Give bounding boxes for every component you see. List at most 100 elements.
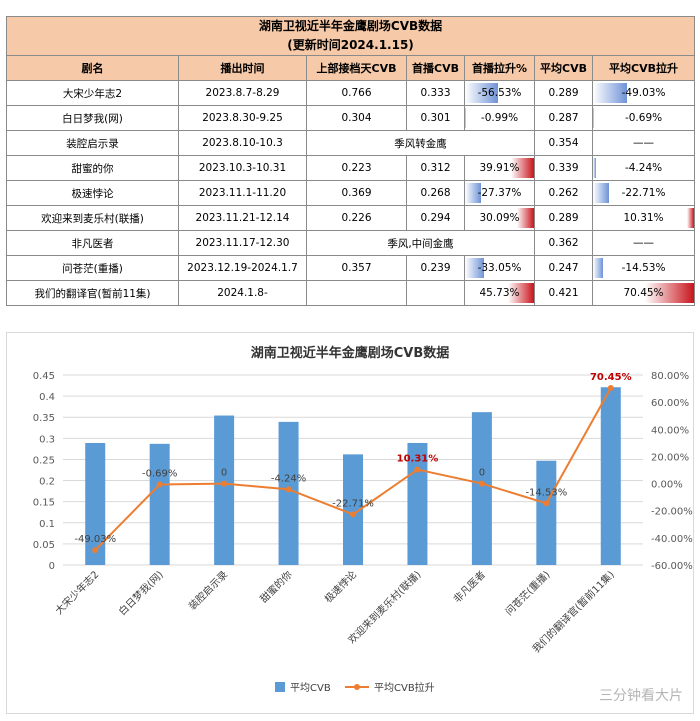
line-data-label: -4.24% xyxy=(271,473,306,484)
bar-avg-cvb xyxy=(214,415,235,565)
avg-lift-cell-text: 70.45% xyxy=(623,287,664,299)
first-lift-cell: 45.73% xyxy=(464,280,535,306)
avg-lift-cell: -14.53% xyxy=(591,255,696,281)
avg-lift-cell: 70.45% xyxy=(591,280,696,306)
table-row: 大宋少年志2 2023.8.7-8.29 0.766 0.333 -56.53% 0.28… xyxy=(6,80,696,106)
first-lift-cell-text: -33.05% xyxy=(477,262,522,274)
avg-lift-cell-bar xyxy=(593,258,604,278)
bar-avg-cvb xyxy=(85,442,106,565)
right-axis-tick-label: 80.00% xyxy=(651,371,689,382)
drama-name-cell: 非凡医者 xyxy=(6,230,179,256)
table-title: 湖南卫视近半年金鹰剧场CVB数据 (更新时间2024.1.15) xyxy=(5,16,696,56)
table-row: 我们的翻译官(暂前11集) 2024.1.8- 45.73% 0.421 70.45% xyxy=(6,280,696,306)
first-cvb-cell: 0.333 xyxy=(406,80,465,106)
air-time-cell-text: 2023.12.19-2024.1.7 xyxy=(187,262,298,274)
drama-name-cell: 甜蜜的你 xyxy=(6,155,179,181)
first-lift-cell-text: -56.53% xyxy=(477,87,522,99)
air-time-cell-text: 2023.11.1-11.20 xyxy=(198,187,287,199)
avg-cvb-cell-text: 0.289 xyxy=(548,87,579,99)
first-lift-cell-bar xyxy=(465,108,466,128)
first-lift-cell-text: -0.99% xyxy=(480,112,519,124)
line-data-label: -0.69% xyxy=(142,469,177,480)
drama-name-cell: 极速悖论 xyxy=(6,180,179,206)
prev-cvb-cell: 0.357 xyxy=(306,255,407,281)
watermark-text: 三分钟看大片 xyxy=(599,688,683,704)
avg-cvb-cell-text: 0.362 xyxy=(548,237,579,249)
first-cvb-cell-text: 0.312 xyxy=(420,162,451,174)
first-lift-cell-text: 45.73% xyxy=(479,287,520,299)
table-row: 问苍茫(重播) 2023.12.19-2024.1.7 0.357 0.239 -33.… xyxy=(6,255,696,281)
bar-avg-cvb xyxy=(536,460,557,565)
merged-note-cell: 季风,中间金鹰 xyxy=(306,230,535,256)
avg-cvb-cell: 0.287 xyxy=(534,105,593,131)
right-axis-tick-label: 60.00% xyxy=(651,398,689,409)
air-time-cell-text: 2023.8.10-10.3 xyxy=(202,137,283,149)
line-point xyxy=(156,481,163,488)
first-lift-cell-text: -27.37% xyxy=(477,187,522,199)
right-axis-tick-label: -60.00% xyxy=(651,561,693,572)
first-lift-cell-bar xyxy=(465,258,484,278)
prev-cvb-cell-text: 0.369 xyxy=(341,187,372,199)
air-time-cell-text: 2023.8.7-8.29 xyxy=(205,87,280,99)
left-axis-tick-label: 0.35 xyxy=(33,413,55,424)
air-time-cell: 2023.8.7-8.29 xyxy=(178,80,307,106)
air-time-cell: 2023.11.1-11.20 xyxy=(178,180,307,206)
avg-lift-cell-bar xyxy=(593,83,628,103)
avg-cvb-cell: 0.354 xyxy=(534,130,593,156)
avg-lift-cell-text: -4.24% xyxy=(624,162,663,174)
category-tick-label: 甜蜜的你 xyxy=(257,568,294,605)
category-tick-label: 大宋少年志2 xyxy=(52,568,101,617)
first-cvb-cell: 0.301 xyxy=(406,105,465,131)
line-data-label: 10.31% xyxy=(397,454,439,465)
category-tick-label: 白日梦我(网) xyxy=(116,568,166,618)
table-header-cell: 上部接档天CVB xyxy=(306,55,407,81)
first-lift-cell-bar xyxy=(465,83,498,103)
first-lift-cell-bar xyxy=(511,158,534,178)
avg-cvb-cell-text: 0.262 xyxy=(548,187,579,199)
table-title-line2: (更新时间2024.1.15) xyxy=(287,38,414,52)
category-tick-label: 非凡医者 xyxy=(451,569,488,606)
line-point xyxy=(478,480,485,487)
avg-cvb-cell-text: 0.247 xyxy=(548,262,579,274)
table-row: 装腔启示录 2023.8.10-10.3 季风转金鹰 0.354 —— xyxy=(6,130,696,156)
prev-cvb-cell-text: 0.304 xyxy=(341,112,372,124)
left-axis-tick-label: 0.25 xyxy=(33,455,55,466)
drama-name-cell-text: 白日梦我(网) xyxy=(62,112,123,125)
avg-cvb-cell: 0.339 xyxy=(534,155,593,181)
air-time-cell: 2023.11.17-12.30 xyxy=(178,230,307,256)
category-tick-label: 极速悖论 xyxy=(322,568,359,605)
bar-avg-cvb xyxy=(471,412,492,565)
bar-avg-cvb xyxy=(600,387,621,565)
avg-lift-cell: -49.03% xyxy=(591,80,696,106)
drama-name-cell-text: 非凡医者 xyxy=(71,237,114,250)
avg-lift-cell-bar xyxy=(593,183,609,203)
left-axis-tick-label: 0.2 xyxy=(39,477,55,488)
air-time-cell-text: 2023.11.21-12.14 xyxy=(195,212,290,224)
table-header-cell: 平均CVB xyxy=(534,55,593,81)
avg-cvb-cell: 0.421 xyxy=(534,280,593,306)
right-axis-tick-label: 40.00% xyxy=(651,425,689,436)
avg-lift-cell-text: 10.31% xyxy=(623,212,664,224)
avg-cvb-cell: 0.289 xyxy=(534,80,593,106)
avg-lift-cell: —— xyxy=(591,130,696,156)
avg-cvb-cell-text: 0.289 xyxy=(548,212,579,224)
drama-name-cell: 问苍茫(重播) xyxy=(6,255,179,281)
avg-cvb-cell-text: 0.421 xyxy=(548,287,579,299)
first-cvb-cell xyxy=(406,280,465,306)
table-row: 欢迎来到麦乐村(联播) 2023.11.21-12.14 0.226 0.294 30.… xyxy=(6,205,696,231)
air-time-cell: 2023.8.10-10.3 xyxy=(178,130,307,156)
first-cvb-cell-text: 0.301 xyxy=(420,112,451,124)
table-row: 非凡医者 2023.11.17-12.30 季风,中间金鹰 0.362 —— xyxy=(6,230,696,256)
drama-name-cell: 白日梦我(网) xyxy=(6,105,179,131)
avg-cvb-cell-text: 0.287 xyxy=(548,112,579,124)
table-header-cell: 播出时间 xyxy=(178,55,307,81)
drama-name-cell-text: 大宋少年志2 xyxy=(62,87,123,100)
avg-lift-cell-bar xyxy=(686,208,694,228)
first-lift-cell: -0.99% xyxy=(464,105,535,131)
first-lift-cell: -56.53% xyxy=(464,80,535,106)
first-lift-cell-bar xyxy=(507,283,534,303)
avg-lift-cell: -22.71% xyxy=(591,180,696,206)
first-lift-cell-bar xyxy=(465,183,481,203)
prev-cvb-cell xyxy=(306,280,407,306)
line-data-label: 0 xyxy=(479,468,485,479)
